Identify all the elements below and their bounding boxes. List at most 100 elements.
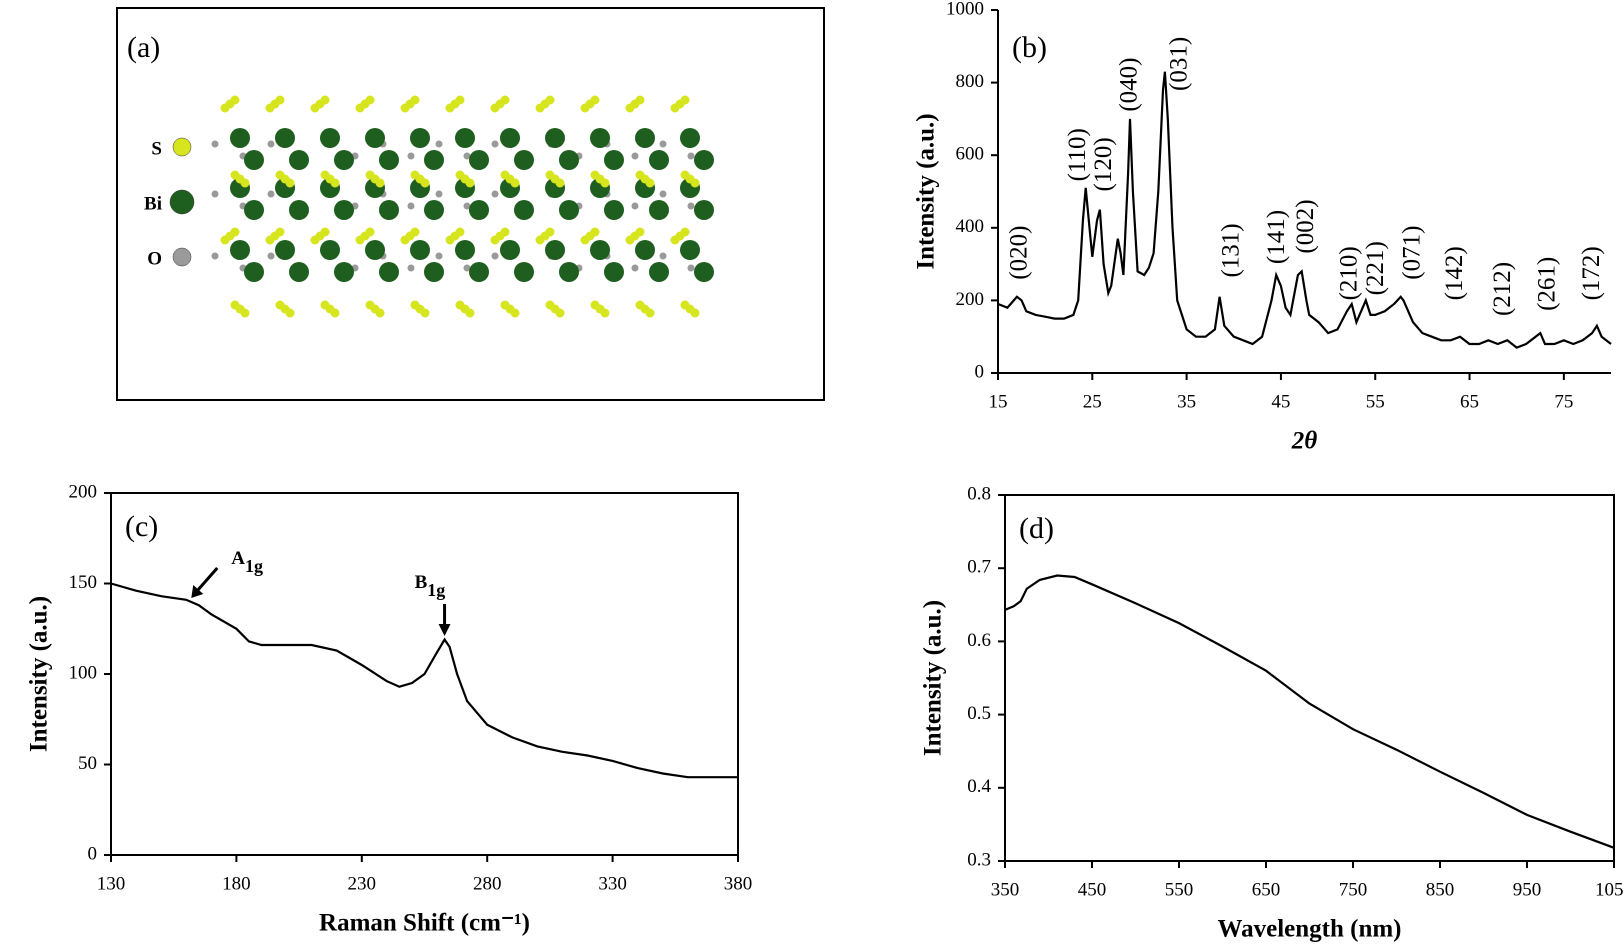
atom [604, 200, 624, 220]
atom [694, 262, 714, 282]
peak-annotation: A1g [231, 548, 263, 576]
atom [659, 140, 667, 148]
atom [455, 128, 475, 148]
atom [690, 308, 700, 318]
atom [555, 308, 565, 318]
atom [379, 262, 399, 282]
peak-label: (002) [1292, 199, 1319, 253]
panel-a-frame [116, 7, 825, 401]
panel-label: (b) [1012, 31, 1047, 64]
atom [407, 152, 415, 160]
atom [491, 190, 499, 198]
y-axis-label: Intensity (a.u.) [920, 600, 947, 756]
x-tick-label: 330 [598, 873, 627, 894]
atom [310, 103, 320, 113]
peak-label: (142) [1441, 246, 1468, 300]
atom [580, 235, 590, 245]
atom [424, 150, 444, 170]
atom [514, 262, 534, 282]
atom [659, 252, 667, 260]
x-axis-label: Wavelength (nm) [1217, 916, 1401, 943]
atom [631, 264, 639, 272]
atom [694, 200, 714, 220]
atom [275, 128, 295, 148]
atom [631, 202, 639, 210]
atom [375, 178, 385, 188]
atom [694, 150, 714, 170]
peak-label: (040) [1116, 57, 1143, 111]
x-tick-label: 380 [724, 873, 753, 894]
atom [659, 190, 667, 198]
atom [680, 128, 700, 148]
atom [469, 200, 489, 220]
legend-label: S [151, 138, 162, 159]
atom [435, 140, 443, 148]
peak-label: (221) [1362, 241, 1389, 295]
atom [320, 128, 340, 148]
atom [631, 152, 639, 160]
peak-label: (212) [1489, 262, 1516, 316]
x-tick-label: 45 [1271, 391, 1290, 412]
y-tick-label: 0.6 [967, 630, 991, 651]
atom [435, 252, 443, 260]
y-tick-label: 0.5 [967, 703, 991, 724]
atom [334, 150, 354, 170]
atom [230, 128, 250, 148]
panel-label: (c) [125, 510, 158, 543]
atom [625, 235, 635, 245]
atom [687, 264, 695, 272]
atom [230, 240, 250, 260]
peak-label: (131) [1218, 223, 1245, 277]
x-tick-label: 180 [222, 873, 251, 894]
y-tick-label: 200 [956, 289, 985, 310]
peak-label: (210) [1335, 246, 1362, 300]
atom [410, 240, 430, 260]
legend-swatch [172, 247, 192, 267]
atom [445, 235, 455, 245]
atom [469, 262, 489, 282]
atom [490, 235, 500, 245]
atom [580, 103, 590, 113]
atom [355, 103, 365, 113]
atom [211, 190, 219, 198]
atom [535, 235, 545, 245]
atom [670, 103, 680, 113]
y-axis-label: Intensity (a.u.) [913, 113, 940, 269]
plot-frame [1004, 494, 1615, 862]
atom [265, 235, 275, 245]
atom [285, 308, 295, 318]
x-tick-label: 850 [1426, 879, 1455, 900]
crystal-structure: S Bi O [144, 95, 714, 318]
atom [420, 308, 430, 318]
atom [490, 103, 500, 113]
y-axis-label: Intensity (a.u.) [26, 596, 53, 752]
legend-swatch [169, 189, 195, 215]
atom [330, 308, 340, 318]
atom [334, 262, 354, 282]
atom [645, 178, 655, 188]
atom [445, 103, 455, 113]
y-tick-label: 800 [956, 71, 985, 92]
y-tick-label: 600 [956, 144, 985, 165]
atom [310, 235, 320, 245]
atom [463, 202, 471, 210]
atom [645, 308, 655, 318]
atom [267, 252, 275, 260]
annotation-subscript: 1g [427, 580, 445, 600]
atom [687, 152, 695, 160]
peak-label: (172) [1578, 246, 1605, 300]
peak-label: (110) [1064, 128, 1091, 181]
y-tick-label: 0 [88, 843, 98, 864]
atom [244, 200, 264, 220]
atom [320, 240, 340, 260]
atom [500, 240, 520, 260]
atom [410, 128, 430, 148]
data-line [997, 71, 1612, 349]
peak-label: (071) [1399, 226, 1426, 280]
atom [265, 103, 275, 113]
atom [424, 200, 444, 220]
atom [491, 252, 499, 260]
legend-swatch [172, 137, 192, 157]
x-tick-label: 350 [991, 879, 1020, 900]
